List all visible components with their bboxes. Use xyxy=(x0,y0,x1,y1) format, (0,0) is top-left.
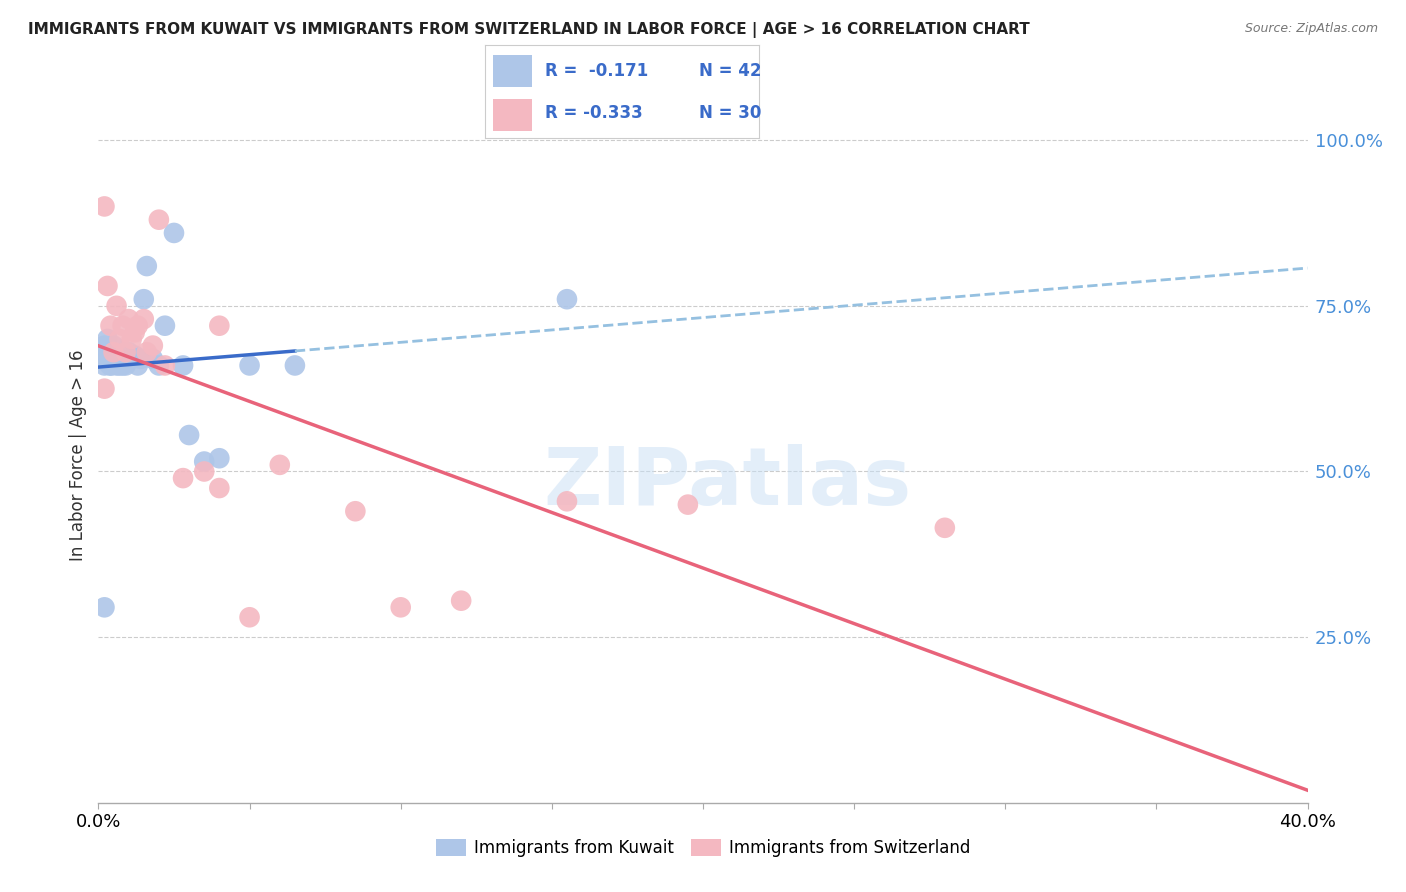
Point xyxy=(93,351,115,365)
Point xyxy=(103,345,125,359)
Point xyxy=(172,359,194,373)
Point xyxy=(450,593,472,607)
Point xyxy=(93,359,115,373)
Point xyxy=(118,351,141,366)
Text: R = -0.333: R = -0.333 xyxy=(546,104,643,122)
Point xyxy=(93,338,115,352)
Point xyxy=(132,312,155,326)
Point xyxy=(555,292,578,306)
Point xyxy=(118,345,141,359)
Point xyxy=(108,332,131,346)
Point xyxy=(108,351,131,366)
Point xyxy=(96,279,118,293)
Point xyxy=(208,318,231,333)
Text: N = 30: N = 30 xyxy=(699,104,761,122)
Point xyxy=(124,349,146,363)
Point xyxy=(90,351,112,366)
Point xyxy=(96,355,118,369)
Point xyxy=(90,345,112,359)
Text: Source: ZipAtlas.com: Source: ZipAtlas.com xyxy=(1244,22,1378,36)
Text: ZIPatlas: ZIPatlas xyxy=(543,443,911,522)
Point xyxy=(193,465,215,479)
Point xyxy=(105,299,128,313)
Point xyxy=(124,326,146,340)
Point xyxy=(148,359,170,373)
Point xyxy=(93,382,115,396)
Point xyxy=(148,212,170,227)
Text: IMMIGRANTS FROM KUWAIT VS IMMIGRANTS FROM SWITZERLAND IN LABOR FORCE | AGE > 16 : IMMIGRANTS FROM KUWAIT VS IMMIGRANTS FRO… xyxy=(28,22,1029,38)
Point xyxy=(934,521,956,535)
Point xyxy=(239,610,262,624)
Point xyxy=(153,359,176,373)
Point xyxy=(100,318,122,333)
FancyBboxPatch shape xyxy=(494,55,531,87)
Point xyxy=(239,359,262,373)
Point xyxy=(93,600,115,615)
Point xyxy=(135,345,157,359)
Point xyxy=(105,355,128,369)
Text: R =  -0.171: R = -0.171 xyxy=(546,62,648,79)
Point xyxy=(108,359,131,373)
Point xyxy=(118,312,141,326)
Point xyxy=(93,199,115,213)
Point xyxy=(111,359,134,373)
Point xyxy=(121,351,143,366)
Point xyxy=(100,359,122,373)
Point xyxy=(100,359,122,373)
Point xyxy=(111,355,134,369)
Point xyxy=(389,600,412,615)
Point xyxy=(103,355,125,369)
Point xyxy=(114,355,136,369)
Point xyxy=(114,359,136,373)
Point xyxy=(208,481,231,495)
Point xyxy=(208,451,231,466)
Point xyxy=(142,351,165,366)
Point xyxy=(111,318,134,333)
Point xyxy=(96,332,118,346)
Point xyxy=(105,359,128,373)
Point xyxy=(121,332,143,346)
Point xyxy=(676,498,699,512)
Point xyxy=(179,428,201,442)
Point xyxy=(153,318,176,333)
Point xyxy=(103,349,125,363)
Point xyxy=(142,338,165,352)
Point xyxy=(100,345,122,359)
Point xyxy=(127,318,149,333)
Point xyxy=(127,359,149,373)
Point xyxy=(172,471,194,485)
Point xyxy=(269,458,291,472)
Point xyxy=(103,338,125,352)
Point xyxy=(344,504,367,518)
Point xyxy=(193,454,215,468)
Legend: Immigrants from Kuwait, Immigrants from Switzerland: Immigrants from Kuwait, Immigrants from … xyxy=(429,832,977,864)
Y-axis label: In Labor Force | Age > 16: In Labor Force | Age > 16 xyxy=(69,349,87,561)
Point xyxy=(132,292,155,306)
Point xyxy=(129,351,152,366)
Point xyxy=(135,259,157,273)
Point xyxy=(163,226,186,240)
Point xyxy=(284,359,307,373)
Point xyxy=(555,494,578,508)
Point xyxy=(114,345,136,359)
Text: N = 42: N = 42 xyxy=(699,62,762,79)
FancyBboxPatch shape xyxy=(494,99,531,131)
Point xyxy=(96,349,118,363)
